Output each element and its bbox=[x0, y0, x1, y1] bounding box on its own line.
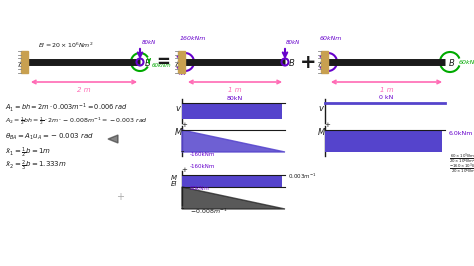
Text: 80kN: 80kN bbox=[286, 40, 300, 45]
Text: 80kN: 80kN bbox=[142, 40, 156, 45]
Text: $\frac{60\times10^3 Nm}{20\times10^6 Nm^2}=0.003m^{-1}$: $\frac{60\times10^3 Nm}{20\times10^6 Nm^… bbox=[449, 151, 474, 165]
Text: -: - bbox=[181, 203, 184, 213]
Polygon shape bbox=[182, 187, 285, 209]
Text: +: + bbox=[181, 122, 187, 128]
Text: A: A bbox=[318, 59, 324, 68]
Text: 1 m: 1 m bbox=[380, 87, 393, 93]
Text: v: v bbox=[318, 104, 323, 113]
Text: M: M bbox=[171, 175, 177, 181]
Text: 6.0kNm: 6.0kNm bbox=[449, 131, 474, 136]
Text: 80kN: 80kN bbox=[227, 96, 243, 101]
Text: +: + bbox=[116, 192, 124, 202]
Text: M: M bbox=[175, 128, 182, 137]
Text: kN: kN bbox=[179, 71, 186, 76]
Text: $-0.008m^{-1}$: $-0.008m^{-1}$ bbox=[190, 207, 228, 216]
Text: $A_2 = \frac{1}{2}bh = \frac{1}{2}\cdot 2m\cdot -0.008m^{-1} = -0.003\ rad$: $A_2 = \frac{1}{2}bh = \frac{1}{2}\cdot … bbox=[5, 115, 148, 127]
Text: 160kNm: 160kNm bbox=[180, 36, 206, 41]
Text: B: B bbox=[289, 59, 295, 68]
Bar bbox=[182, 175, 282, 187]
Text: -: - bbox=[181, 146, 184, 156]
Text: -160kNm: -160kNm bbox=[190, 152, 215, 157]
Polygon shape bbox=[182, 130, 285, 152]
Text: $EI = 20\times10^6Nm^2$: $EI = 20\times10^6Nm^2$ bbox=[38, 41, 93, 50]
Bar bbox=[325, 130, 442, 152]
Bar bbox=[178, 51, 185, 73]
Text: A: A bbox=[175, 59, 181, 68]
Text: EI: EI bbox=[171, 181, 177, 187]
Text: 60kNm: 60kNm bbox=[152, 63, 172, 68]
Bar bbox=[21, 51, 28, 73]
Text: 1 m: 1 m bbox=[228, 87, 242, 93]
Text: -160kNm: -160kNm bbox=[190, 164, 215, 169]
Text: v: v bbox=[175, 104, 180, 113]
Text: 60kNm: 60kNm bbox=[320, 36, 342, 41]
Text: A: A bbox=[18, 59, 24, 68]
Text: 60kNm: 60kNm bbox=[459, 60, 474, 65]
Text: $\theta_{BA} = A_1 u_A = -0.003\ rad$: $\theta_{BA} = A_1 u_A = -0.003\ rad$ bbox=[5, 132, 94, 142]
Text: +: + bbox=[300, 52, 316, 72]
Text: $\frac{-160\times10^3 Nm}{20\times10^6 Nm^2}=-0.008m^{-1}$: $\frac{-160\times10^3 Nm}{20\times10^6 N… bbox=[449, 161, 474, 176]
Bar bbox=[321, 51, 328, 73]
Text: $A_1 = bh = 2m \cdot 0.003m^{-1} = 0.006\ rad$: $A_1 = bh = 2m \cdot 0.003m^{-1} = 0.006… bbox=[5, 101, 128, 114]
Text: $\bar{x}_2 = \frac{2}{3}b = 1.333m$: $\bar{x}_2 = \frac{2}{3}b = 1.333m$ bbox=[5, 159, 66, 173]
Text: +: + bbox=[324, 122, 330, 128]
Text: M: M bbox=[318, 128, 325, 137]
Text: 0 kN: 0 kN bbox=[379, 95, 394, 100]
Text: $\bar{x}_1 = \frac{1}{2}b = 1m$: $\bar{x}_1 = \frac{1}{2}b = 1m$ bbox=[5, 146, 51, 160]
Text: 80: 80 bbox=[179, 66, 186, 71]
Text: +: + bbox=[181, 167, 187, 173]
Text: =: = bbox=[156, 53, 170, 71]
Text: B: B bbox=[449, 59, 455, 68]
Text: $0.003m^{-1}$: $0.003m^{-1}$ bbox=[288, 172, 317, 181]
Text: 60kNm: 60kNm bbox=[190, 186, 210, 191]
Text: 2 m: 2 m bbox=[77, 87, 91, 93]
Text: B: B bbox=[145, 59, 151, 68]
Bar bbox=[182, 103, 282, 119]
Polygon shape bbox=[108, 135, 118, 143]
